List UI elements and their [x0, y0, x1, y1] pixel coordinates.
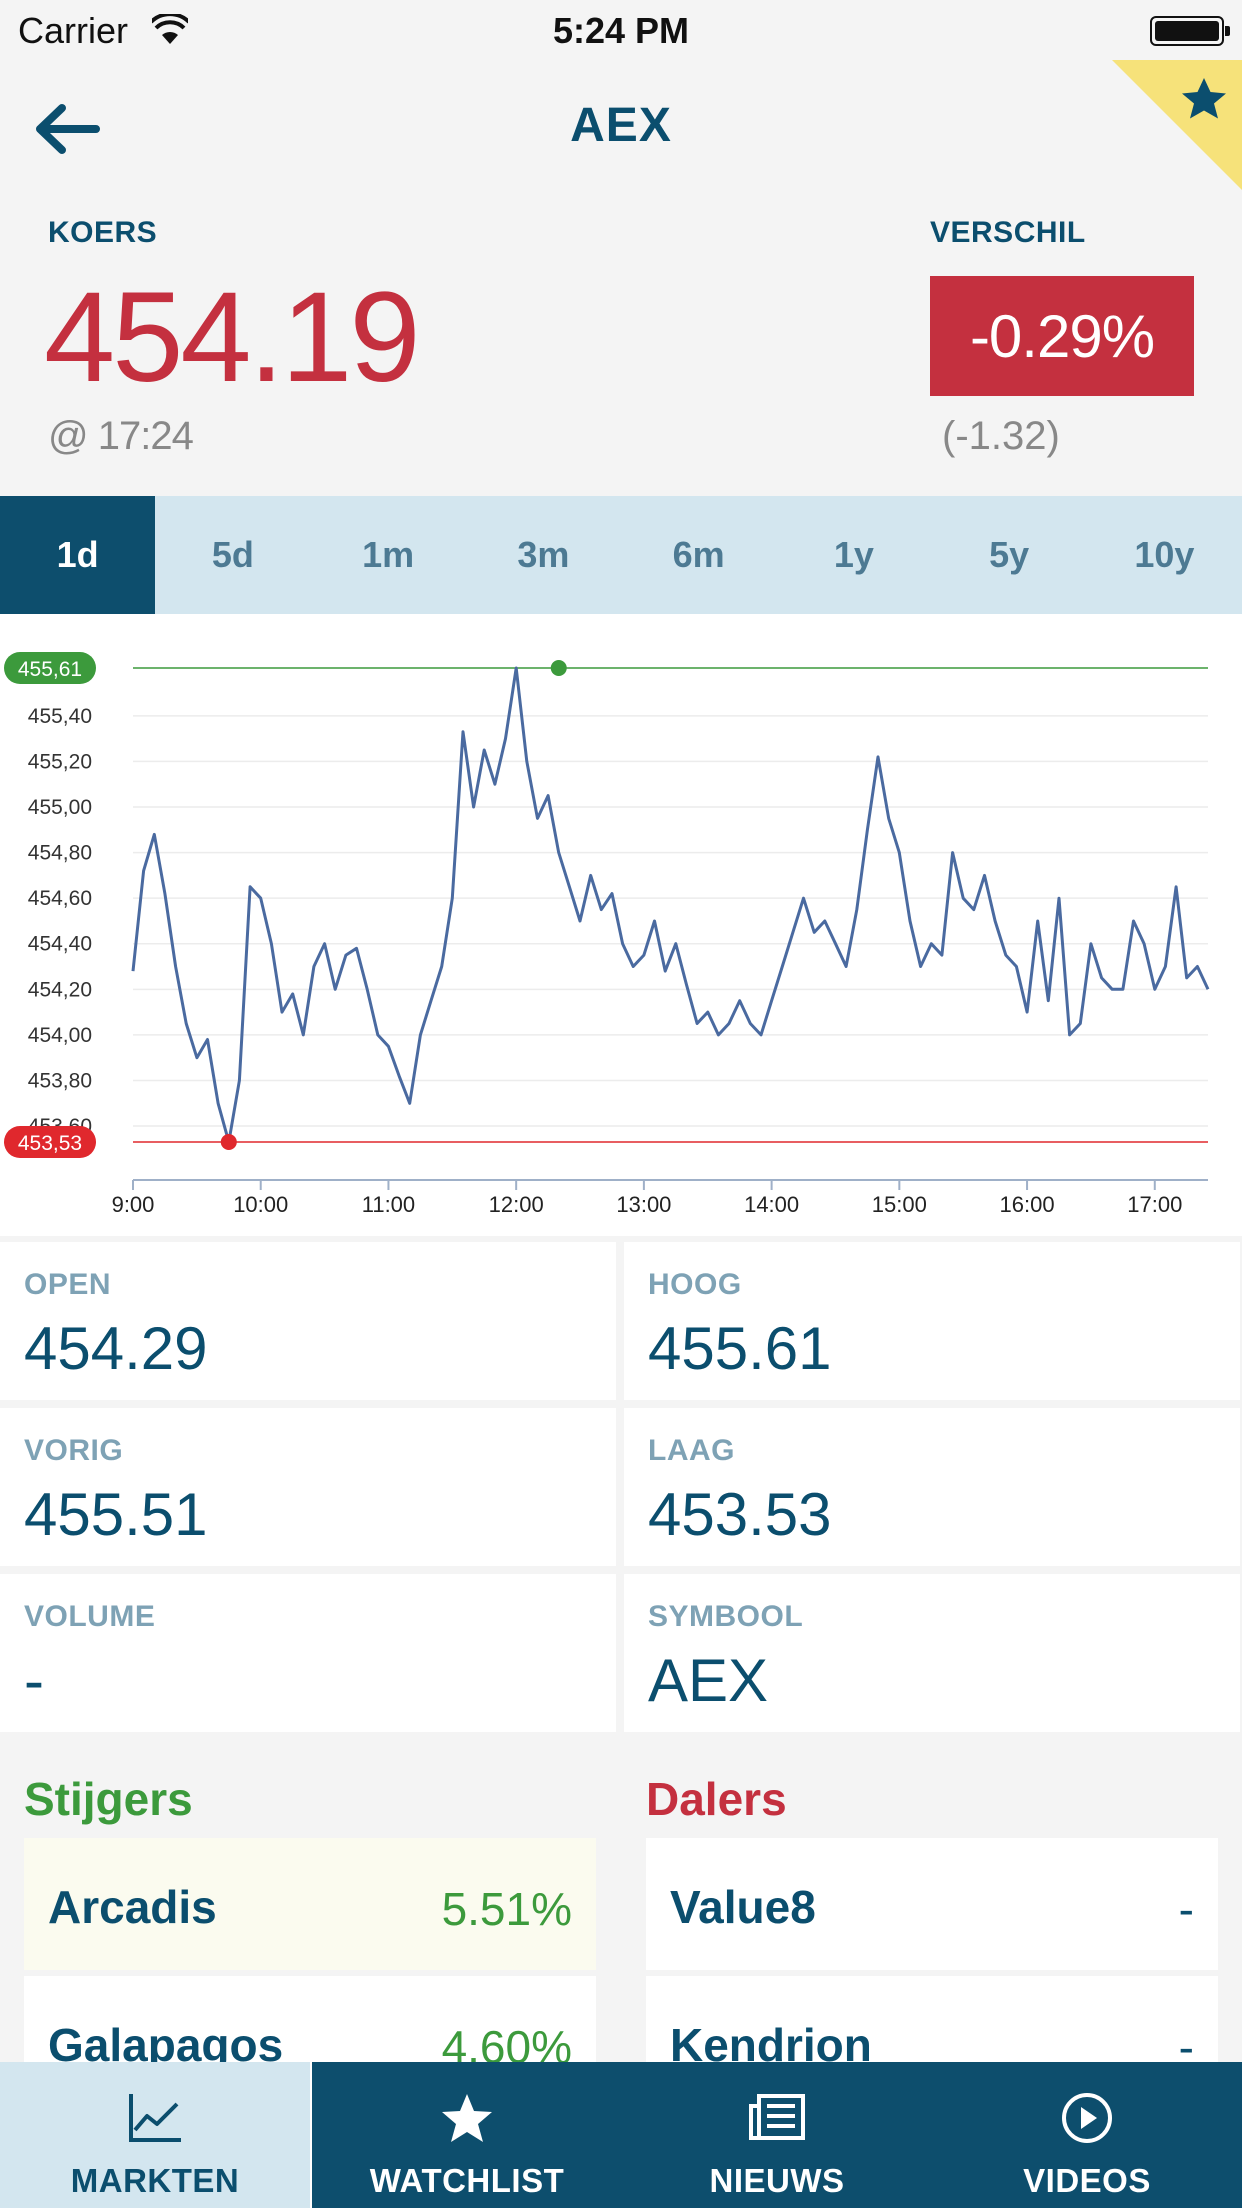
stat-volume: VOLUME - — [0, 1574, 616, 1732]
price-timestamp: @ 17:24 — [48, 414, 194, 458]
x-tick-label: 17:00 — [1127, 1192, 1182, 1217]
high-pill-label: 455,61 — [18, 658, 82, 681]
y-tick-label: 454,60 — [28, 887, 92, 910]
x-tick-label: 13:00 — [616, 1192, 671, 1217]
tab-3m[interactable]: 3m — [517, 534, 570, 575]
stock-change: 5.51% — [441, 1883, 572, 1935]
y-tick-label: 454,80 — [28, 842, 92, 865]
star-icon — [1182, 78, 1226, 119]
chart-svg: 453,60453,80454,00454,20454,40454,60454,… — [4, 652, 1210, 1217]
carrier-label: Carrier — [18, 10, 129, 51]
tab-label: MARKTEN — [70, 2162, 240, 2199]
stat-value: AEX — [648, 1647, 769, 1714]
tab-5y[interactable]: 5y — [989, 534, 1030, 575]
bottom-tab-bar: MARKTEN WATCHLIST NIEUWS VIDEOS — [0, 2062, 1242, 2208]
star-icon — [442, 2094, 492, 2142]
range-tabs: 1d 5d 1m 3m 6m 1y 5y 10y — [0, 496, 1242, 614]
x-tick-label: 16:00 — [1000, 1192, 1055, 1217]
tab-10y[interactable]: 10y — [1134, 534, 1195, 575]
stat-value: - — [24, 1647, 44, 1714]
tab-6m[interactable]: 6m — [672, 534, 725, 575]
x-tick-label: 14:00 — [744, 1192, 799, 1217]
y-tick-label: 454,40 — [28, 933, 92, 956]
riser-item[interactable]: Arcadis 5.51% — [24, 1838, 596, 1970]
tab-videos[interactable]: VIDEOS — [932, 2062, 1242, 2208]
tab-1y[interactable]: 1y — [833, 534, 874, 575]
stat-high: HOOG 455.61 — [624, 1242, 1240, 1400]
status-bar: Carrier 5:24 PM — [0, 0, 1242, 60]
wifi-icon — [152, 14, 188, 44]
stat-value: 453.53 — [648, 1481, 832, 1548]
y-tick-label: 454,20 — [28, 978, 92, 1001]
favorite-star-button[interactable] — [1112, 60, 1242, 190]
stat-label: LAAG — [648, 1434, 735, 1467]
faller-item[interactable]: Value8 - — [646, 1838, 1218, 1970]
x-tick-label: 11:00 — [362, 1192, 415, 1217]
low-pill-label: 453,53 — [18, 1132, 82, 1155]
tab-watchlist[interactable]: WATCHLIST — [312, 2062, 622, 2208]
price-label: KOERS — [48, 216, 158, 249]
x-tick-label: 10:00 — [233, 1192, 288, 1217]
stat-previous: VORIG 455.51 — [0, 1408, 616, 1566]
chart-icon — [129, 2094, 181, 2142]
stat-label: OPEN — [24, 1268, 112, 1301]
battery-icon — [1150, 16, 1230, 46]
change-percent-badge: -0.29% — [930, 276, 1194, 396]
tab-label: VIDEOS — [1023, 2162, 1151, 2199]
page-title: AEX — [570, 99, 672, 152]
stat-value: 455.61 — [648, 1315, 832, 1382]
price-line — [131, 666, 1210, 1144]
nav-bar: AEX — [0, 60, 1242, 196]
stock-change: - — [1178, 2021, 1194, 2073]
quote-summary: KOERS 454.19 @ 17:24 VERSCHIL -0.29% (-1… — [0, 196, 1242, 496]
y-tick-label: 453,80 — [28, 1069, 92, 1092]
x-tick-label: 9:00 — [112, 1192, 155, 1217]
stock-name: Value8 — [670, 1881, 816, 1933]
y-tick-label: 455,40 — [28, 705, 92, 728]
high-pill — [4, 652, 96, 684]
tab-label: WATCHLIST — [369, 2162, 565, 2199]
stat-symbol: SYMBOOL AEX — [624, 1574, 1240, 1732]
tab-1m[interactable]: 1m — [362, 534, 415, 575]
change-absolute: (-1.32) — [942, 414, 1060, 458]
fallers-title: Dalers — [646, 1773, 787, 1825]
stock-name: Arcadis — [48, 1881, 217, 1933]
tab-5d[interactable]: 5d — [211, 534, 254, 575]
x-tick-label: 15:00 — [872, 1192, 927, 1217]
stat-label: SYMBOOL — [648, 1600, 804, 1633]
stats-grid: OPEN 454.29 HOOG 455.61 VORIG 455.51 LAA… — [0, 1242, 1242, 1732]
x-tick-label: 12:00 — [489, 1192, 544, 1217]
y-tick-label: 455,20 — [28, 750, 92, 773]
news-icon — [749, 2094, 805, 2140]
change-label: VERSCHIL — [930, 216, 1086, 249]
low-marker — [220, 1134, 237, 1150]
high-marker — [550, 660, 567, 676]
tab-nieuws[interactable]: NIEUWS — [622, 2062, 932, 2208]
current-price: 454.19 — [44, 266, 420, 409]
y-tick-label: 455,00 — [28, 796, 92, 819]
tab-label: NIEUWS — [709, 2162, 845, 2199]
low-pill — [4, 1126, 96, 1158]
y-tick-label: 454,00 — [28, 1024, 92, 1047]
intraday-chart[interactable]: 453,60453,80454,00454,20454,40454,60454,… — [0, 614, 1242, 1236]
stat-label: VORIG — [24, 1434, 124, 1467]
risers-title: Stijgers — [24, 1773, 193, 1825]
back-arrow-icon[interactable] — [32, 102, 102, 156]
stat-low: LAAG 453.53 — [624, 1408, 1240, 1566]
clock: 5:24 PM — [552, 10, 690, 51]
stat-value: 455.51 — [24, 1481, 208, 1548]
tab-markten[interactable]: MARKTEN — [0, 2062, 312, 2208]
play-icon — [1062, 2093, 1112, 2143]
stat-label: HOOG — [648, 1268, 742, 1301]
stat-value: 454.29 — [24, 1315, 208, 1382]
movers-section: Stijgers Dalers Arcadis 5.51% Galapagos … — [0, 1732, 1242, 2108]
stat-open: OPEN 454.29 — [0, 1242, 616, 1400]
tab-1d[interactable]: 1d — [0, 496, 156, 614]
stock-change: - — [1178, 1883, 1194, 1935]
stat-label: VOLUME — [24, 1600, 156, 1633]
